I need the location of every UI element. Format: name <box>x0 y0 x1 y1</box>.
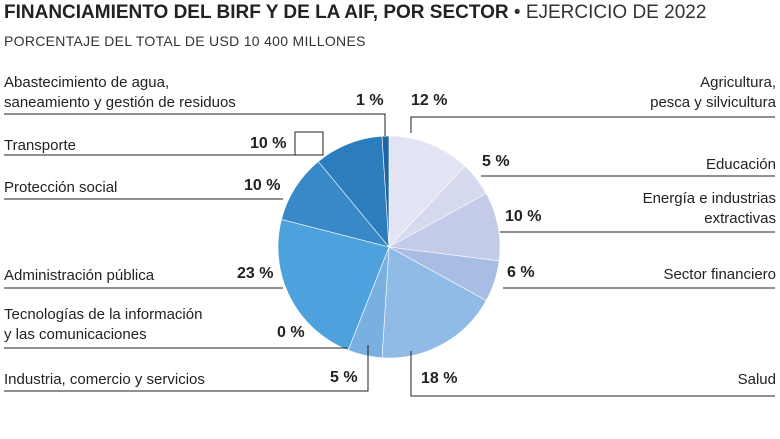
label-line: Transporte <box>4 137 76 154</box>
pct-agricultura: 12 % <box>411 92 448 109</box>
label-line: saneamiento y gestión de residuos <box>4 94 236 111</box>
title-year: EJERCICIO DE 2022 <box>525 2 707 23</box>
leader-line-salud <box>410 351 775 397</box>
pct-salud: 18 % <box>421 370 458 387</box>
pie-slice-administracion <box>277 219 390 351</box>
pct-educacion: 5 % <box>482 153 510 170</box>
pct-agua: 1 % <box>356 92 384 109</box>
label-sector-financiero: Sector financiero <box>663 265 776 285</box>
label-line: Educación <box>705 156 776 173</box>
title-bold: FINANCIAMIENTO DEL BIRF Y DE LA AIF, POR… <box>4 2 509 23</box>
label-line: pesca y silvicultura <box>650 94 776 111</box>
pie-slice-agricultura <box>388 135 466 248</box>
pie-slice-agua <box>381 135 390 248</box>
leader-line-transporte <box>4 131 324 156</box>
pct-administracion: 23 % <box>237 265 274 282</box>
label-agua: Abastecimiento de agua, saneamiento y ge… <box>4 73 236 113</box>
label-transporte: Transporte <box>4 136 76 156</box>
label-line: Protección social <box>4 179 118 196</box>
pct-sector-financiero: 6 % <box>507 264 535 281</box>
label-industria: Industria, comercio y servicios <box>4 370 205 390</box>
leader-line-industria <box>4 345 369 392</box>
label-line: Tecnologías de la información <box>4 306 203 323</box>
pie-slice-salud <box>381 246 487 359</box>
label-line: Agricultura, <box>700 74 776 91</box>
pct-energia: 10 % <box>505 208 542 225</box>
pct-tic: 0 % <box>277 324 305 341</box>
leader-line-agua <box>4 113 386 136</box>
label-line: Industria, comercio y servicios <box>4 371 205 388</box>
label-line: Abastecimiento de agua, <box>4 74 170 91</box>
leader-line-agricultura <box>410 116 775 133</box>
pct-industria: 5 % <box>330 369 358 386</box>
label-tic: Tecnologías de la información y las comu… <box>4 305 202 345</box>
label-agricultura: Agricultura, pesca y silvicultura <box>650 73 776 113</box>
label-line: y las comunicaciones <box>4 326 147 343</box>
label-salud: Salud <box>738 370 776 390</box>
label-proteccion-social: Protección social <box>4 178 117 198</box>
label-line: Administración pública <box>4 267 155 284</box>
chart-title: FINANCIAMIENTO DEL BIRF Y DE LA AIF, POR… <box>4 2 706 24</box>
label-line: Salud <box>737 371 776 388</box>
chart-subtitle: PORCENTAJE DEL TOTAL DE USD 10 400 MILLO… <box>4 33 366 49</box>
title-separator: • <box>513 2 521 23</box>
pct-transporte: 10 % <box>250 135 287 152</box>
label-administracion: Administración pública <box>4 266 154 286</box>
label-line: extractivas <box>704 210 776 227</box>
label-line: Sector financiero <box>663 266 776 283</box>
label-energia: Energía e industrias extractivas <box>643 189 776 229</box>
pct-proteccion-social: 10 % <box>244 177 281 194</box>
label-line: Energía e industrias <box>642 190 776 207</box>
label-educacion: Educación <box>706 155 776 175</box>
